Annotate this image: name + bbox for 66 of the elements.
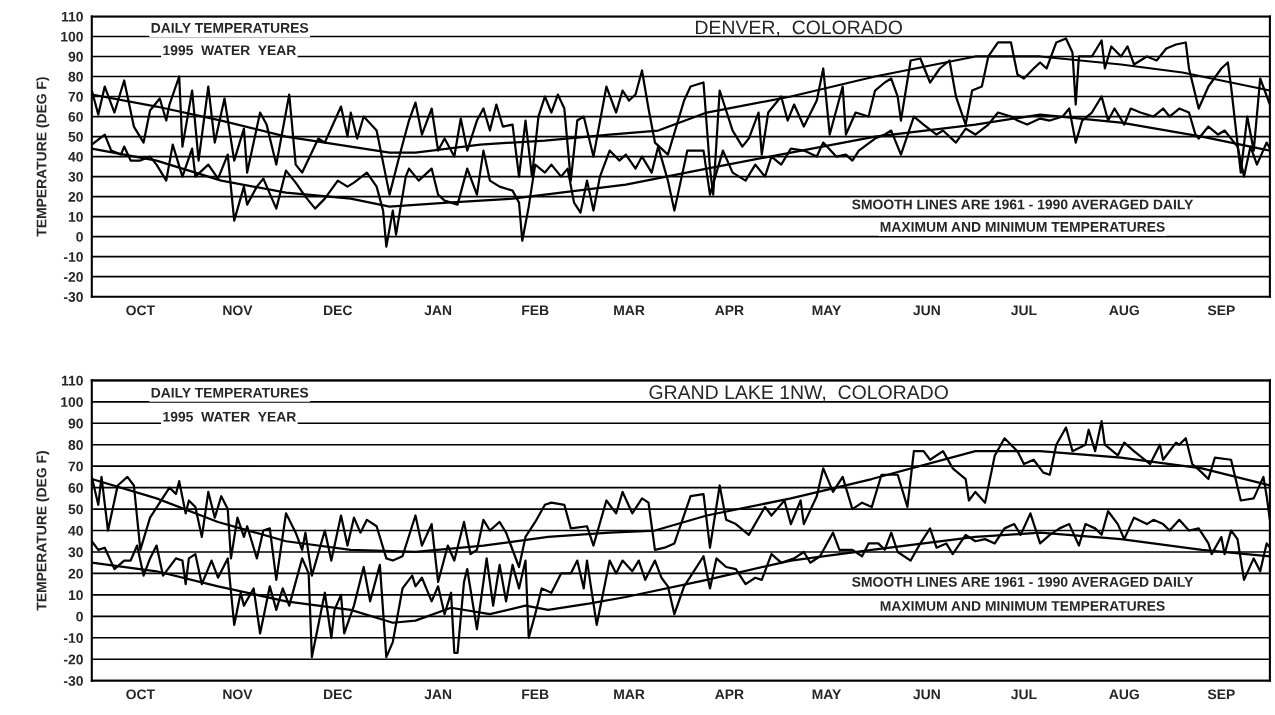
chart-title: GRAND LAKE 1NW, COLORADO: [649, 385, 948, 402]
y-tick-label: 100: [61, 397, 83, 407]
y-tick-label: 20: [68, 568, 83, 579]
annotation: SMOOTH LINES ARE 1961 - 1990 AVERAGED DAILY: [852, 199, 1194, 210]
x-tick-label: JUL: [1011, 689, 1037, 700]
y-tick-label: 80: [68, 71, 83, 82]
annotation: MAXIMUM AND MINIMUM TEMPERATURES: [880, 601, 1165, 611]
y-tick-label: 110: [61, 375, 83, 386]
x-tick-label: DEC: [324, 305, 353, 316]
y-tick-label: 60: [68, 111, 83, 122]
x-tick-label: JUN: [913, 689, 940, 700]
y-tick-label: 0: [76, 611, 83, 622]
y-tick-label: -30: [63, 676, 83, 686]
y-tick-label: 90: [68, 51, 83, 62]
annotation: MAXIMUM AND MINIMUM TEMPERATURES: [880, 221, 1165, 232]
y-tick-label: 40: [68, 525, 83, 536]
x-tick-label: APR: [715, 689, 744, 700]
y-tick-label: 30: [68, 171, 83, 182]
y-tick-label: -10: [63, 633, 83, 643]
annotation: 1995 WATER YEAR: [163, 411, 297, 422]
y-tick-label: 40: [68, 151, 83, 162]
x-tick-label: OCT: [126, 305, 155, 316]
x-tick-label: AUG: [1109, 689, 1139, 700]
x-tick-label: JAN: [424, 305, 452, 316]
y-tick-label: -30: [63, 292, 83, 302]
x-tick-label: JUL: [1011, 305, 1037, 316]
y-tick-label: -20: [63, 654, 83, 665]
x-tick-label: DEC: [324, 689, 353, 700]
y-tick-label: 50: [68, 504, 83, 515]
annotation: DAILY TEMPERATURES: [151, 387, 309, 398]
y-tick-label: 10: [68, 211, 83, 222]
x-tick-label: MAR: [614, 305, 645, 316]
y-axis-title: TEMPERATURE (DEG F): [36, 451, 50, 611]
x-tick-label: MAY: [812, 689, 842, 700]
annotation: 1995 WATER YEAR: [163, 45, 297, 56]
x-tick-label: OCT: [126, 689, 155, 700]
y-tick-label: 60: [68, 482, 83, 493]
chart-title: DENVER, COLORADO: [695, 20, 902, 37]
x-tick-label: MAR: [614, 689, 645, 700]
annotation: SMOOTH LINES ARE 1961 - 1990 AVERAGED DAILY: [852, 576, 1194, 587]
x-tick-label: FEB: [522, 689, 549, 700]
annotation: DAILY TEMPERATURES: [151, 22, 309, 33]
y-tick-label: 0: [76, 232, 83, 242]
y-tick-label: 100: [61, 31, 83, 42]
y-tick-label: 90: [68, 418, 83, 429]
x-tick-label: APR: [715, 305, 744, 316]
y-tick-label: 70: [68, 461, 83, 472]
y-tick-label: 10: [68, 590, 83, 601]
x-tick-label: AUG: [1109, 305, 1139, 316]
x-tick-label: JUN: [913, 305, 940, 316]
y-tick-label: 30: [68, 547, 83, 558]
y-tick-label: -20: [63, 272, 83, 282]
y-tick-label: 20: [68, 191, 83, 202]
x-tick-label: NOV: [223, 305, 253, 316]
y-axis-title: TEMPERATURE (DEG F): [36, 77, 50, 237]
y-tick-label: 70: [68, 91, 83, 102]
x-tick-label: SEP: [1207, 689, 1235, 700]
x-tick-label: NOV: [223, 689, 253, 700]
x-tick-label: JAN: [424, 689, 452, 700]
x-tick-label: FEB: [522, 305, 549, 316]
x-tick-label: SEP: [1207, 305, 1235, 316]
y-tick-label: 110: [61, 11, 83, 22]
x-tick-label: MAY: [812, 305, 842, 316]
y-tick-label: -10: [63, 252, 83, 262]
y-tick-label: 50: [68, 131, 83, 142]
y-tick-label: 80: [68, 440, 83, 450]
